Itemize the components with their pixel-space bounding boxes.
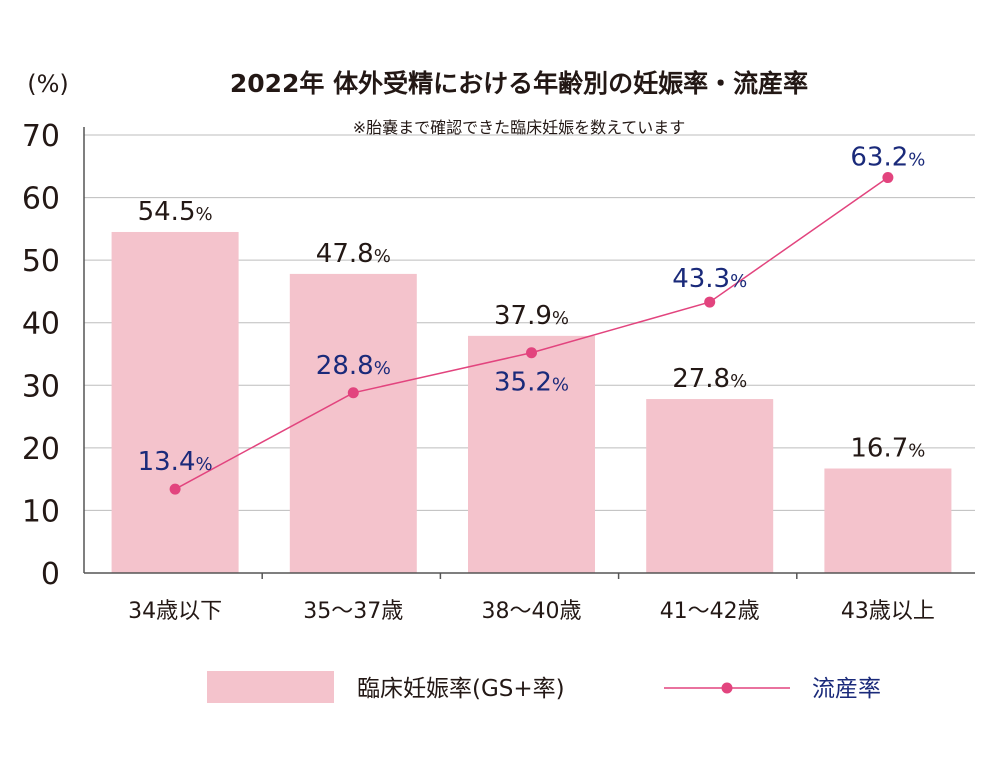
- y-tick-label: 50: [22, 244, 60, 279]
- line-value-label: 13.4%: [138, 447, 213, 477]
- line-point-0: [169, 483, 181, 495]
- y-tick-label: 60: [22, 182, 60, 217]
- legend-bar-swatch: [207, 671, 334, 703]
- axes-layer: 0 10 20 30 40 50 60 70 34歳以下 35〜37歳 38〜40歳 41〜42歳 43…: [22, 119, 975, 624]
- x-tick-label: 43歳以上: [841, 599, 935, 624]
- x-tick-label: 35〜37歳: [303, 599, 403, 624]
- y-tick-label: 40: [22, 307, 60, 342]
- y-tick-label: 0: [41, 557, 60, 592]
- bars-layer: [111, 231, 952, 573]
- y-tick-label: 20: [22, 432, 60, 467]
- x-tick-label: 34歳以下: [128, 599, 222, 624]
- legend-bar-label: 臨床妊娠率(GS+率): [357, 676, 565, 702]
- bar-0: [111, 231, 239, 573]
- line-value-label: 43.3%: [672, 264, 747, 294]
- bar-value-label: 27.8%: [672, 364, 747, 394]
- bar-2: [468, 335, 595, 573]
- bar-value-label: 37.9%: [494, 301, 569, 331]
- line-point-1: [347, 387, 359, 399]
- bar-value-label: 16.7%: [850, 434, 925, 464]
- line-point-2: [526, 347, 537, 359]
- line-value-label: 28.8%: [316, 351, 391, 381]
- line-point-4: [882, 172, 894, 184]
- bar-4: [824, 468, 952, 573]
- line-point-3: [704, 296, 716, 308]
- y-tick-label: 30: [22, 369, 60, 404]
- bar-3: [646, 399, 774, 573]
- line-value-label: 35.2%: [494, 368, 569, 398]
- y-axis-unit-label: (%): [27, 70, 69, 98]
- labels-layer: 54.5% 47.8% 37.9% 27.8% 16.7% 13.4% 28.8% 35.2%…: [138, 143, 926, 478]
- x-tick-label: 38〜40歳: [482, 599, 582, 624]
- chart-title: 2022年 体外受精における年齢別の妊娠率・流産率: [230, 69, 808, 98]
- bar-1: [289, 273, 417, 573]
- line-value-label: 63.2%: [850, 143, 925, 173]
- legend-line-marker: [721, 682, 733, 694]
- legend-line-label: 流産率: [812, 676, 881, 702]
- y-tick-label: 70: [22, 119, 60, 154]
- bar-value-label: 54.5%: [138, 197, 213, 227]
- legend: 臨床妊娠率(GS+率) 流産率: [207, 671, 881, 703]
- x-tick-label: 41〜42歳: [660, 599, 760, 624]
- y-tick-label: 10: [22, 494, 60, 529]
- chart-subtitle: ※胎嚢まで確認できた臨床妊娠を数えています: [353, 118, 686, 137]
- line-layer: [169, 172, 894, 495]
- bar-value-label: 47.8%: [316, 239, 391, 269]
